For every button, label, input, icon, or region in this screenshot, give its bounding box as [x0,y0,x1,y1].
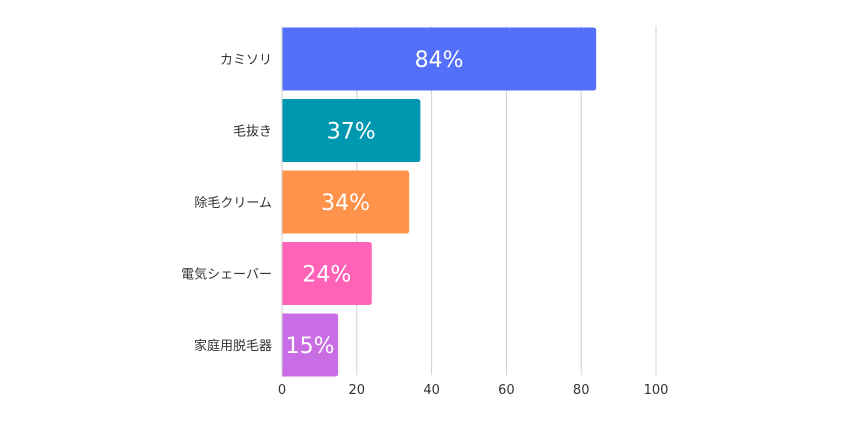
bar-layer [282,27,597,377]
x-tick-label-100: 100 [644,383,669,398]
bar-value-label-4: 24% [302,263,351,288]
category-label-4: 電気シェーバー [181,267,272,283]
bar-3 [282,170,410,234]
bar-value-label-1: 84% [415,48,464,73]
label-layer: 0 20 40 60 80 100 84% カミソリ 37% 毛抜き 34% 除毛クリーム 24% 電気シ… [181,48,668,398]
x-tick-label-20: 20 [349,383,366,398]
category-label-5: 家庭用脱毛器 [194,338,272,354]
category-label-3: 除毛クリーム [194,196,272,211]
x-tick-label-0: 0 [278,383,286,398]
x-tick-label-40: 40 [423,383,440,398]
bar-value-label-3: 34% [321,191,370,216]
bar-5 [282,313,339,377]
x-tick-label-60: 60 [498,383,515,398]
category-label-1: カミソリ [220,53,272,68]
bar-4 [282,242,372,305]
x-tick-label-80: 80 [573,383,590,398]
bar-value-label-2: 37% [327,120,376,145]
category-label-2: 毛抜き [233,124,272,140]
bar-1 [282,27,597,91]
bar-value-label-5: 15% [286,334,335,359]
bar-2 [282,99,421,162]
